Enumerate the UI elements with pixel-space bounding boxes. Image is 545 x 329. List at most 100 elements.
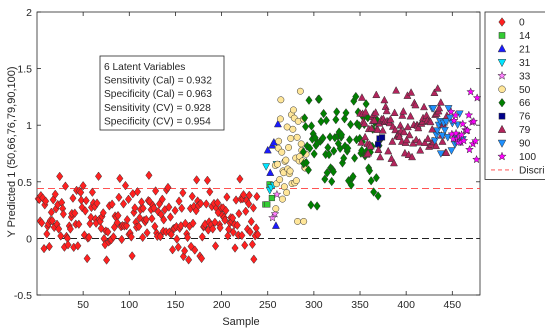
data-point-90 xyxy=(429,105,438,113)
data-point-79 xyxy=(384,146,393,155)
data-point-50 xyxy=(274,160,281,168)
data-point-66 xyxy=(338,130,346,140)
data-point-0 xyxy=(85,232,93,243)
data-point-50 xyxy=(283,189,291,197)
data-point-66 xyxy=(370,187,378,197)
legend-marker-0 xyxy=(498,17,506,27)
data-point-50 xyxy=(293,133,301,141)
data-point-66 xyxy=(302,157,310,168)
data-point-66 xyxy=(330,146,338,156)
annotation-line: Specificity (CV) = 0.954 xyxy=(104,116,211,127)
data-point-50 xyxy=(276,176,284,184)
data-point-66 xyxy=(352,91,360,102)
data-point-0 xyxy=(66,224,74,234)
legend-marker-100 xyxy=(497,151,507,161)
data-point-66 xyxy=(333,107,341,117)
data-point-66 xyxy=(315,94,323,104)
data-point-31 xyxy=(262,163,271,171)
data-point-0 xyxy=(87,212,95,223)
legend-label: 21 xyxy=(519,44,531,55)
data-point-100 xyxy=(446,107,456,116)
data-point-100 xyxy=(459,135,469,145)
data-point-50 xyxy=(282,156,290,164)
data-point-0 xyxy=(174,242,182,252)
data-point-90 xyxy=(440,126,449,135)
data-point-0 xyxy=(123,220,131,231)
data-point-0 xyxy=(179,251,187,262)
data-point-33 xyxy=(272,189,282,199)
data-point-0 xyxy=(97,223,105,234)
data-point-0 xyxy=(238,230,246,241)
data-point-0 xyxy=(206,187,214,197)
data-point-66 xyxy=(305,95,313,105)
data-point-0 xyxy=(175,196,183,206)
data-point-0 xyxy=(42,196,50,206)
legend-label: 31 xyxy=(519,58,531,69)
data-point-100 xyxy=(451,110,460,120)
data-point-0 xyxy=(224,231,232,241)
data-point-0 xyxy=(191,245,199,255)
y-axis-label: Y Predicted 1 (50,66,76,79,90,100) xyxy=(6,66,18,237)
data-point-79 xyxy=(361,107,370,116)
data-point-50 xyxy=(289,106,297,114)
legend-label: 100 xyxy=(519,152,536,163)
data-point-66 xyxy=(349,171,357,182)
data-point-66 xyxy=(342,108,350,118)
data-point-79 xyxy=(385,118,394,127)
data-point-0 xyxy=(127,232,135,242)
data-point-0 xyxy=(198,253,206,264)
data-point-50 xyxy=(285,144,292,151)
data-point-50 xyxy=(276,115,284,123)
annotation-line: Sensitivity (Cal) = 0.932 xyxy=(104,76,212,87)
data-point-66 xyxy=(347,180,355,190)
data-point-0 xyxy=(216,223,224,233)
data-point-0 xyxy=(245,190,253,201)
data-point-0 xyxy=(81,206,89,216)
data-point-0 xyxy=(115,192,123,203)
data-point-50 xyxy=(286,167,294,175)
data-point-79 xyxy=(430,88,439,96)
data-point-66 xyxy=(321,174,329,184)
data-point-79 xyxy=(357,93,366,101)
data-point-33 xyxy=(270,209,280,218)
data-point-0 xyxy=(88,187,96,197)
data-point-0 xyxy=(165,202,173,212)
data-point-66 xyxy=(351,153,359,163)
data-point-0 xyxy=(124,194,133,205)
data-point-100 xyxy=(470,136,480,145)
data-point-0 xyxy=(229,227,237,237)
data-point-79 xyxy=(389,158,398,167)
data-point-66 xyxy=(347,119,355,130)
data-point-0 xyxy=(187,241,195,252)
data-point-50 xyxy=(294,217,301,225)
data-point-0 xyxy=(164,182,172,193)
data-point-0 xyxy=(40,243,48,254)
data-point-100 xyxy=(472,93,482,102)
data-point-79 xyxy=(423,134,432,142)
annotation-line: 6 Latent Variables xyxy=(104,62,185,73)
data-point-0 xyxy=(193,175,201,185)
data-point-79 xyxy=(372,90,381,99)
data-point-0 xyxy=(123,215,131,225)
data-point-66 xyxy=(304,165,312,175)
data-point-0 xyxy=(119,199,128,209)
data-point-0 xyxy=(74,241,82,251)
data-point-79 xyxy=(382,106,391,115)
data-point-0 xyxy=(211,241,220,251)
data-point-21 xyxy=(273,119,282,128)
data-point-0 xyxy=(139,203,147,214)
data-point-50 xyxy=(280,183,288,191)
data-point-0 xyxy=(189,218,197,228)
data-point-0 xyxy=(250,254,258,264)
data-point-0 xyxy=(166,212,174,222)
data-point-0 xyxy=(188,191,196,202)
legend-label: 0 xyxy=(519,18,525,29)
data-point-0 xyxy=(71,208,79,218)
data-point-0 xyxy=(223,192,231,202)
data-point-66 xyxy=(322,115,330,126)
data-point-0 xyxy=(113,217,121,228)
x-tick-label: 350 xyxy=(351,299,369,311)
data-point-0 xyxy=(82,195,90,206)
data-point-79 xyxy=(406,111,415,120)
legend-label: 33 xyxy=(519,71,531,82)
